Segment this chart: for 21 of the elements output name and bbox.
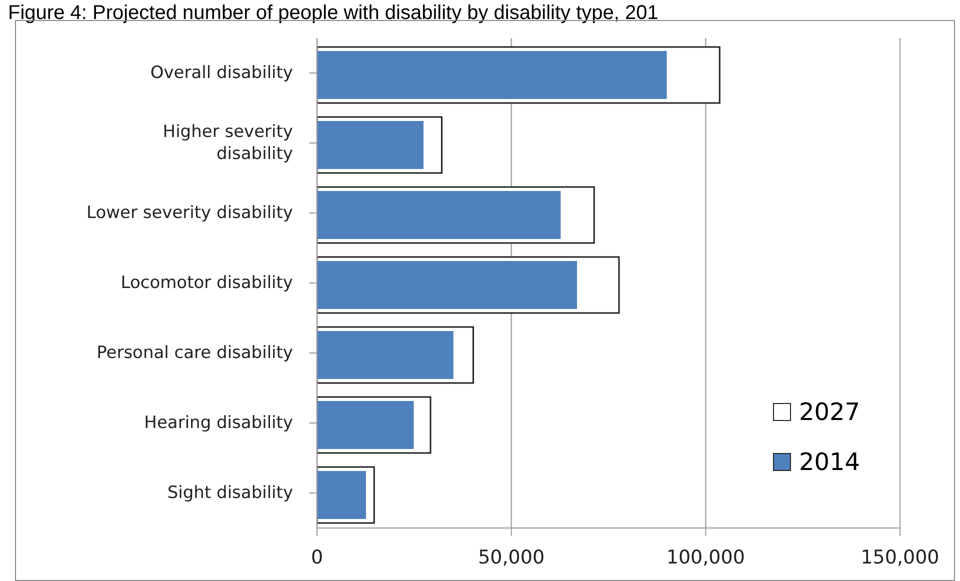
x-tick-label: 0: [310, 546, 324, 568]
y-tick-label: Higher severity disability: [162, 122, 293, 164]
bar: [317, 471, 366, 519]
bar: [317, 121, 424, 169]
y-tick-label: Locomotor disability: [120, 273, 293, 293]
y-tick-label: Personal care disability: [96, 343, 293, 363]
bar: [317, 51, 667, 99]
legend-label: 2027: [799, 398, 860, 426]
bar: [317, 401, 414, 449]
y-tick-label: Lower severity disability: [86, 203, 293, 223]
y-tick-label: Sight disability: [167, 483, 293, 503]
legend-label: 2014: [799, 448, 860, 476]
x-tick-label: 50,000: [478, 546, 545, 568]
y-tick-label: Hearing disability: [144, 413, 293, 433]
chart-title: Figure 4: Projected number of people with disability by disability type, 201: [8, 2, 658, 25]
x-tick-label: 100,000: [666, 546, 745, 568]
y-tick-label: Overall disability: [150, 63, 293, 83]
bar: [317, 191, 561, 239]
x-tick-label: 150,000: [860, 546, 940, 568]
bar: [317, 331, 454, 379]
bar: [317, 261, 578, 309]
